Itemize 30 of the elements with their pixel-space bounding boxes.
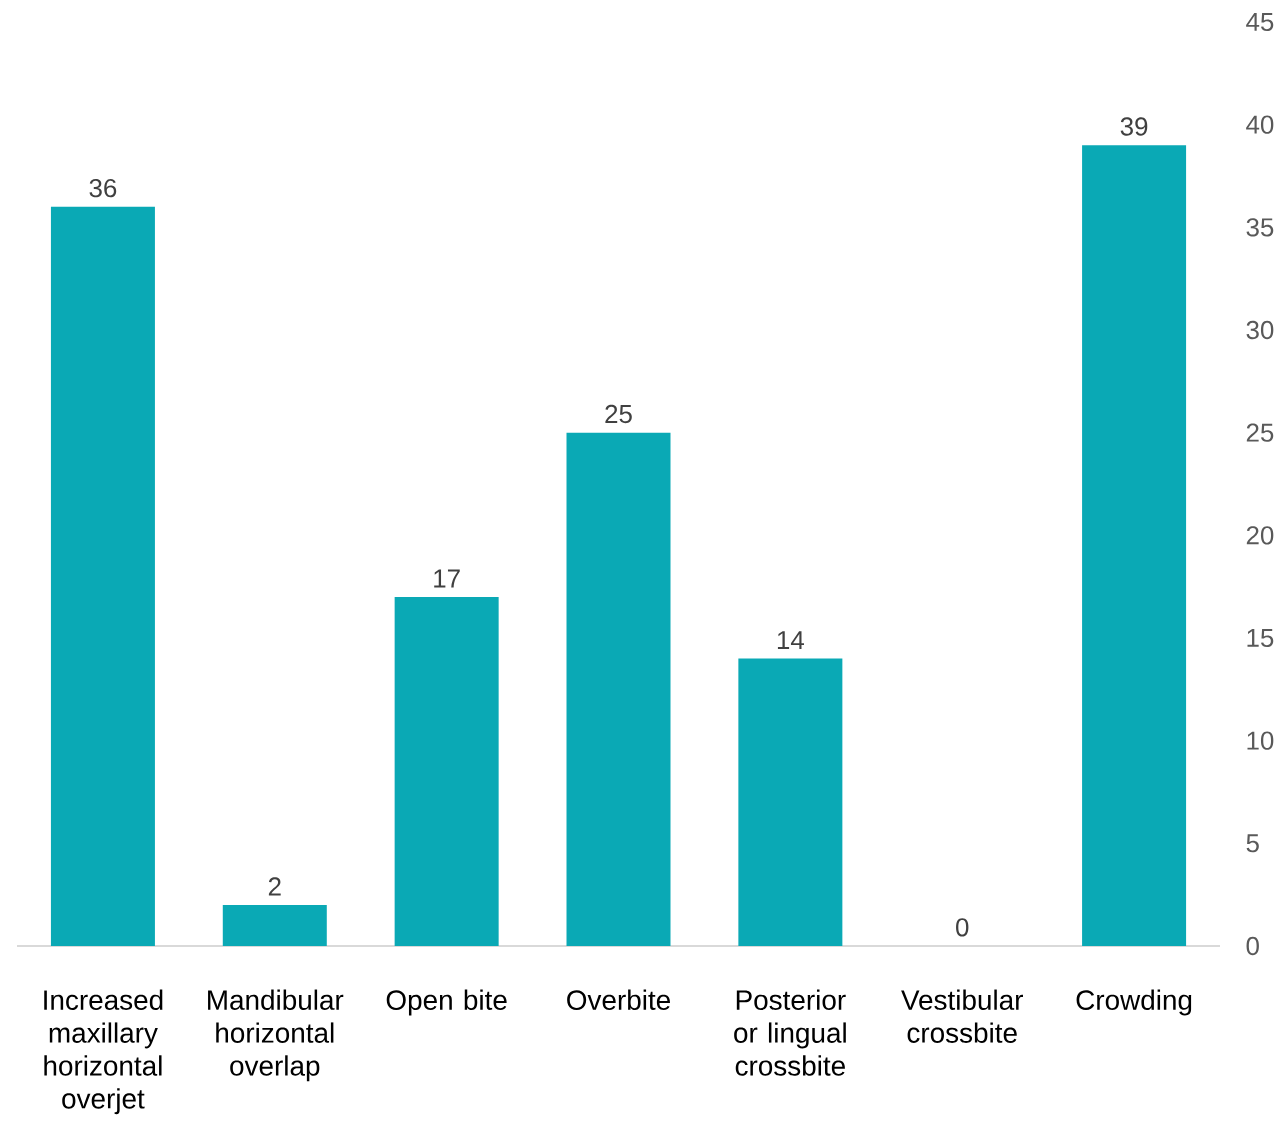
bar <box>1082 145 1187 946</box>
bar <box>50 206 155 946</box>
x-tick-label: Mandibular horizontal overlap <box>208 989 344 1082</box>
data-label: 2 <box>268 877 281 896</box>
data-label: 0 <box>956 918 969 937</box>
bar <box>394 596 499 946</box>
x-tick-label: Increased maxillary horizontal overjet <box>44 989 163 1115</box>
y-tick-label: 25 <box>1246 423 1274 442</box>
y-tick-label: 20 <box>1246 526 1274 545</box>
data-label: 14 <box>777 631 805 650</box>
bar <box>222 904 327 946</box>
data-label: 39 <box>1120 117 1148 136</box>
y-tick-label: 45 <box>1246 12 1274 32</box>
data-label: 36 <box>89 178 117 198</box>
x-tick-label: Crowding <box>1076 989 1192 1016</box>
x-tick-label: Vestibular crossbite <box>901 989 1023 1043</box>
bar <box>566 432 671 946</box>
y-tick-label: 0 <box>1246 936 1259 956</box>
y-tick-label: 30 <box>1246 320 1274 340</box>
y-tick-label: 10 <box>1247 731 1274 750</box>
y-tick-label: 35 <box>1246 218 1274 237</box>
data-label: 25 <box>605 404 632 424</box>
y-tick-label: 15 <box>1247 628 1274 648</box>
x-tick-label: Posterior or lingual crossbite <box>734 989 846 1076</box>
y-tick-label: 40 <box>1246 115 1274 134</box>
data-label: 17 <box>434 569 460 588</box>
x-tick-label: Overbite <box>567 989 670 1010</box>
x-tick-label: Open bite <box>386 989 507 1016</box>
y-tick-label: 5 <box>1246 834 1259 853</box>
bar <box>738 658 843 946</box>
